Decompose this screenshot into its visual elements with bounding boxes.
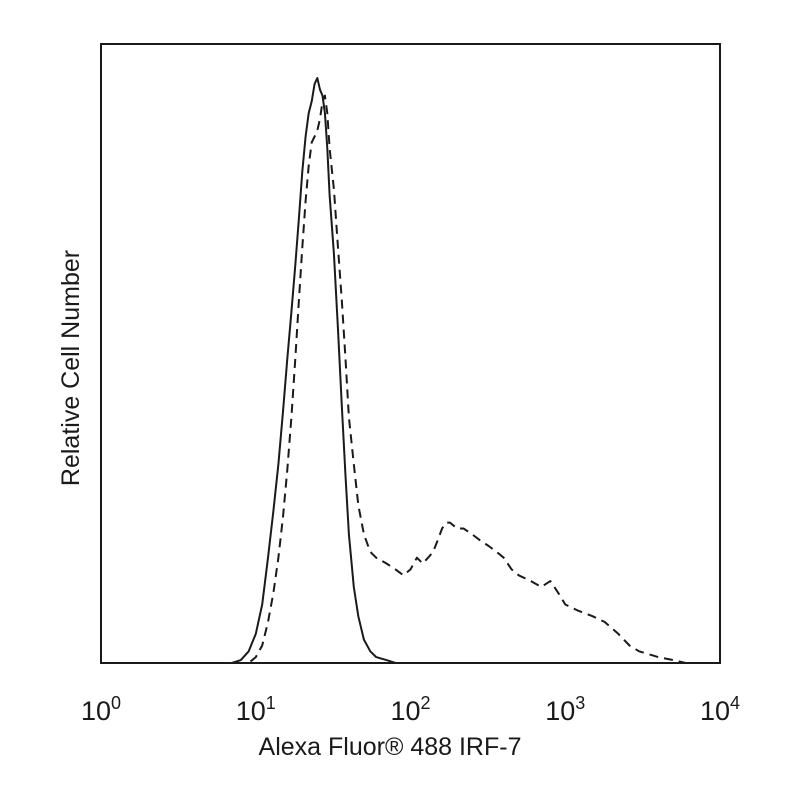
x-tick-labels: 100 101 102 103 104 bbox=[81, 693, 740, 726]
x-tick-label: 103 bbox=[545, 693, 585, 726]
x-tick-label: 101 bbox=[236, 693, 276, 726]
series-layer bbox=[101, 77, 720, 664]
x-tick-label: 100 bbox=[81, 693, 121, 726]
x-axis-title: Alexa Fluor® 488 IRF-7 bbox=[259, 733, 522, 761]
x-tick-label: 104 bbox=[700, 693, 740, 726]
series-solid-histogram bbox=[101, 77, 720, 664]
series-dashed-histogram bbox=[101, 94, 720, 664]
x-tick-label: 102 bbox=[390, 693, 430, 726]
y-axis-title: Relative Cell Number bbox=[57, 250, 85, 486]
